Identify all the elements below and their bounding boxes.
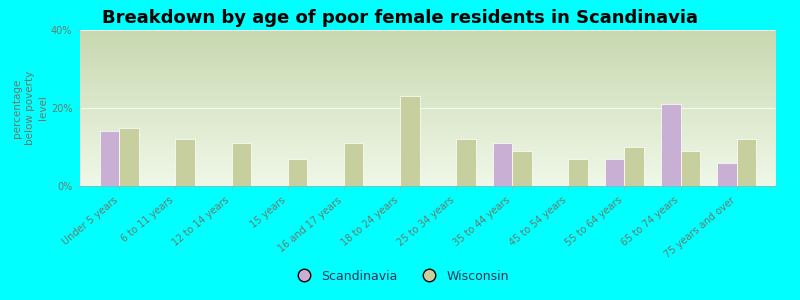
Bar (568, 159, 588, 186)
Y-axis label: percentage
below poverty
level: percentage below poverty level (12, 71, 48, 145)
Bar (681, 151, 700, 186)
Bar (100, 131, 119, 186)
Bar (737, 139, 756, 186)
Bar (625, 147, 644, 186)
Bar (231, 143, 251, 186)
Bar (493, 143, 512, 186)
Bar (717, 163, 737, 186)
Bar (288, 159, 307, 186)
Bar (512, 151, 532, 186)
Text: Breakdown by age of poor female residents in Scandinavia: Breakdown by age of poor female resident… (102, 9, 698, 27)
Bar (344, 143, 363, 186)
Legend: Scandinavia, Wisconsin: Scandinavia, Wisconsin (286, 265, 514, 288)
Bar (605, 159, 625, 186)
Bar (400, 96, 419, 186)
Bar (175, 139, 195, 186)
Bar (661, 104, 681, 186)
Bar (456, 139, 476, 186)
Bar (119, 128, 139, 186)
